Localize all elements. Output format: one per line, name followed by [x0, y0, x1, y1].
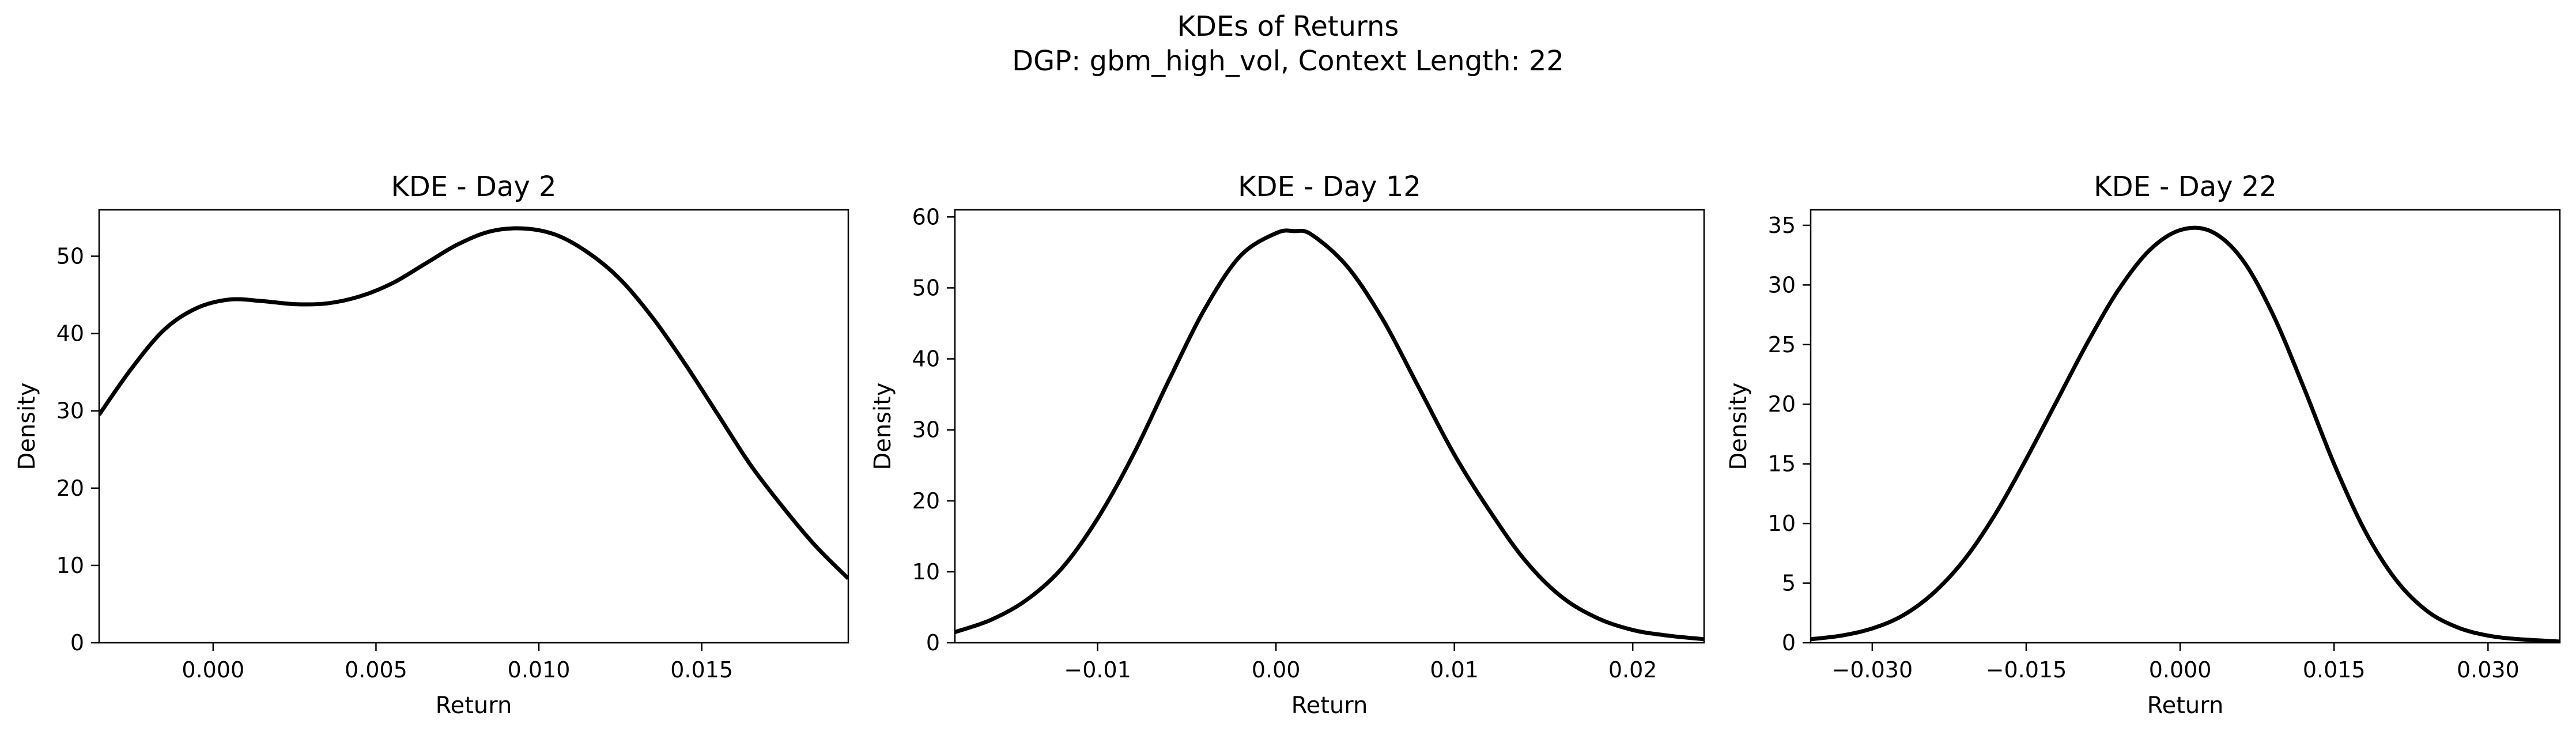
y-tick-label: 15: [1768, 451, 1796, 477]
subplot-1: 0.000 0.005 0.010 0.015 0 10 20 30 40 50 KDE - Day…: [14, 171, 849, 719]
y-tick-label: 30: [912, 417, 940, 443]
y-tick-label: 5: [1782, 571, 1796, 596]
x-tick-label: 0.030: [2457, 657, 2520, 683]
plot-frame-2: [954, 209, 1705, 644]
y-tick-label: 10: [56, 553, 84, 578]
x-tick-label: 0.02: [1608, 657, 1657, 683]
y-tick-label: 10: [912, 559, 940, 585]
x-tick-label: 0.015: [2303, 657, 2366, 683]
subplot-title-3: KDE - Day 22: [2094, 171, 2277, 203]
x-tick-label: 0.015: [670, 657, 733, 683]
y-tick-label: 25: [1768, 332, 1796, 357]
y-tick-label: 10: [1768, 511, 1796, 536]
kde-curve-2: [955, 228, 1704, 642]
subplot-title-1: KDE - Day 2: [391, 171, 556, 203]
subplot-title-2: KDE - Day 12: [1238, 171, 1421, 203]
plot-frame-3: [1810, 209, 2561, 644]
x-tick-label: 0.005: [345, 657, 407, 683]
y-tick-label: 20: [912, 488, 940, 514]
y-tick-label: 20: [56, 476, 84, 501]
x-tick-label: 0.000: [2149, 657, 2212, 683]
x-tick-label: 0.00: [1252, 657, 1301, 683]
y-axis-label-3: Density: [1725, 382, 1752, 470]
y-tick-label: 30: [56, 398, 84, 424]
y-tick-label: 50: [56, 243, 84, 269]
y-tick-label: 50: [912, 275, 940, 300]
subplot-3: −0.030 −0.015 0.000 0.015 0.030 0 5 10 15 20 25 30 3…: [1725, 171, 2561, 719]
y-tick-label: 0: [70, 630, 84, 655]
y-tick-label: 40: [912, 346, 940, 372]
subplot-2: −0.01 0.00 0.01 0.02 0 10 20 30 40 50 60 KDE - Day …: [870, 171, 1705, 719]
plot-frame-1: [98, 209, 849, 644]
y-axis-label-1: Density: [14, 382, 40, 470]
x-axis-label-3: Return: [2147, 692, 2224, 719]
x-axis-label-1: Return: [436, 692, 512, 719]
x-tick-label: 0.000: [182, 657, 244, 683]
x-tick-label: −0.015: [1986, 657, 2067, 683]
kde-curve-3: [1811, 225, 2560, 643]
y-tick-label: 60: [912, 204, 940, 229]
kde-curve-1: [99, 226, 848, 581]
y-axis-label-2: Density: [870, 382, 896, 470]
x-tick-label: −0.01: [1064, 657, 1131, 683]
x-tick-label: 0.01: [1430, 657, 1479, 683]
y-tick-label: 30: [1768, 272, 1796, 297]
y-tick-label: 35: [1768, 213, 1796, 238]
figure-suptitle-line2: DGP: gbm_high_vol, Context Length: 22: [1012, 45, 1564, 77]
x-axis-label-2: Return: [1291, 692, 1368, 719]
figure-suptitle-line1: KDEs of Returns: [1177, 10, 1399, 43]
y-tick-label: 40: [56, 321, 84, 346]
y-tick-label: 0: [926, 630, 940, 655]
y-tick-label: 20: [1768, 391, 1796, 417]
x-tick-label: −0.030: [1832, 657, 1913, 683]
y-tick-label: 0: [1782, 630, 1796, 655]
x-tick-label: 0.010: [508, 657, 571, 683]
